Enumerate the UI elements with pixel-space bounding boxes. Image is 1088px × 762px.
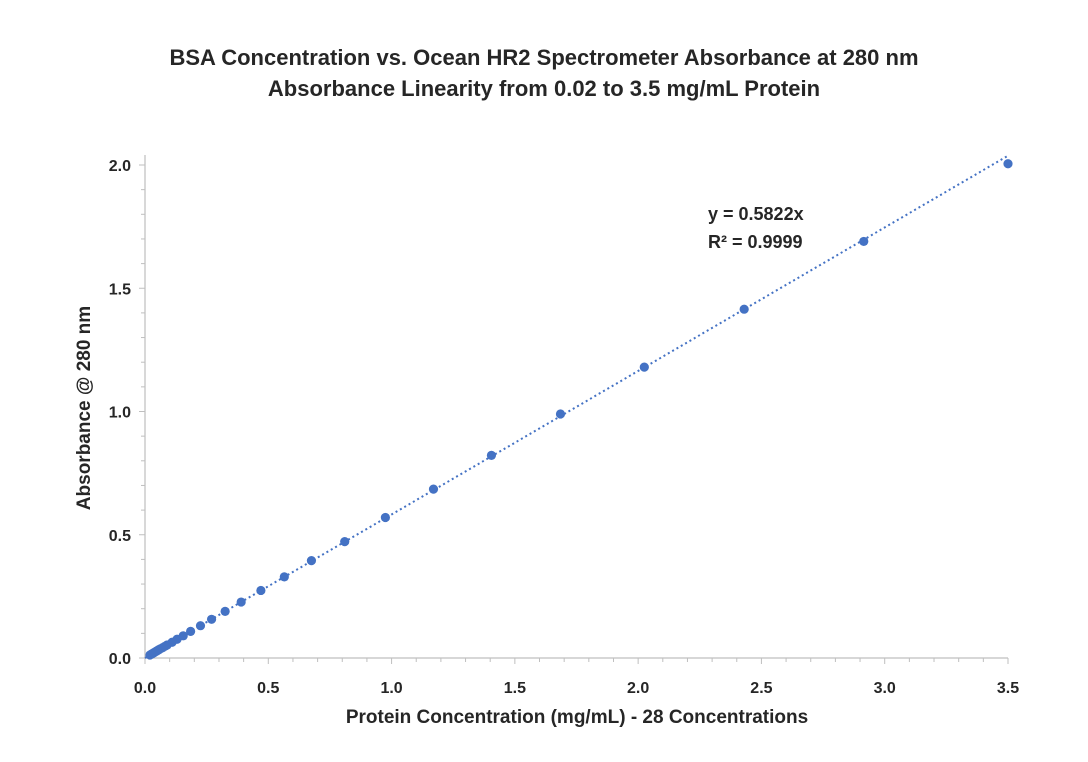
x-tick-label: 3.5 — [997, 680, 1019, 697]
data-point — [279, 572, 289, 582]
x-tick-label: 3.0 — [874, 680, 896, 697]
x-tick-label: 0.0 — [134, 680, 156, 697]
data-point — [1003, 159, 1013, 169]
y-tick-label: 1.0 — [109, 405, 131, 422]
data-point — [639, 362, 649, 372]
data-point — [178, 631, 188, 641]
data-point — [186, 626, 196, 636]
x-tick-label: 2.5 — [750, 680, 772, 697]
y-tick-label: 0.0 — [109, 651, 131, 668]
x-tick-label: 0.5 — [257, 680, 279, 697]
trendline-layer — [144, 154, 1009, 659]
data-point — [739, 304, 749, 314]
data-point — [340, 537, 350, 547]
y-tick-label: 2.0 — [109, 158, 131, 175]
y-tick-label: 0.5 — [109, 528, 131, 545]
chart-title-line-2: Absorbance Linearity from 0.02 to 3.5 mg… — [268, 76, 820, 101]
data-point — [486, 450, 497, 460]
data-point — [206, 614, 217, 624]
x-tick-label: 1.0 — [380, 680, 402, 697]
data-points — [145, 159, 1013, 660]
chart-title-line-1: BSA Concentration vs. Ocean HR2 Spectrom… — [169, 45, 918, 70]
data-point — [380, 512, 391, 523]
x-axis-label: Protein Concentration (mg/mL) - 28 Conce… — [346, 707, 808, 728]
y-axis-label: Absorbance @ 280 nm — [74, 306, 95, 510]
tick-labels: 0.0 0.5 1.0 1.5 2.0 0.0 0.5 1.0 1.5 2.0 2.5 3.0 3.5 — [109, 158, 1019, 697]
data-point — [256, 585, 266, 596]
data-point — [555, 409, 566, 419]
axes — [139, 155, 1009, 664]
trendline — [144, 154, 1009, 659]
r-squared-label: R² = 0.9999 — [708, 232, 803, 252]
y-tick-label: 1.5 — [109, 281, 131, 298]
data-point — [220, 606, 230, 617]
data-point — [306, 556, 317, 566]
x-tick-label: 2.0 — [627, 680, 649, 697]
equation-label: y = 0.5822x — [708, 204, 804, 224]
data-point — [236, 597, 246, 607]
data-point — [428, 484, 439, 494]
data-point — [859, 236, 869, 247]
x-tick-label: 1.5 — [504, 680, 526, 697]
data-point — [195, 621, 206, 631]
